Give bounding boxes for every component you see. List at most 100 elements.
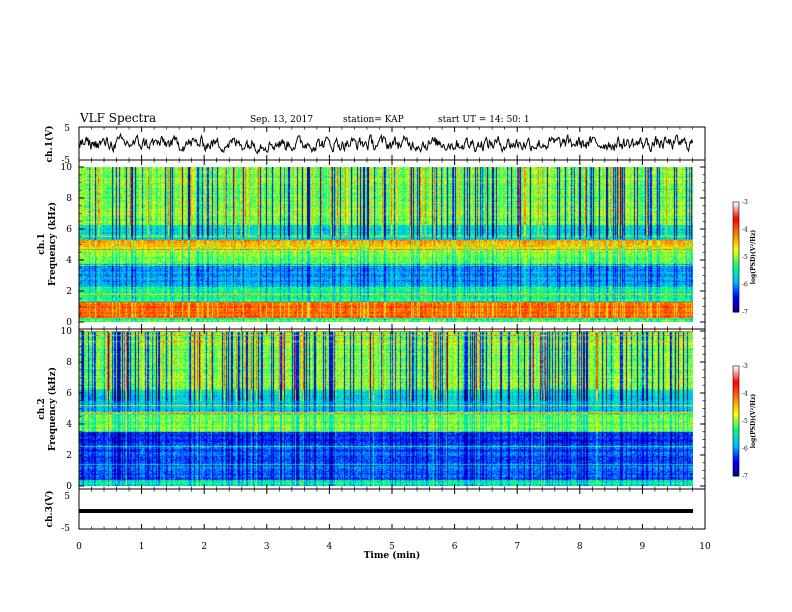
freq-tick-label-0: 0 [66,482,72,492]
colorbar-swatch [733,380,739,383]
ch1-spectrogram-panel: 0 2 4 6 8 10 ch.1 Frequency (kHz) [37,159,706,330]
colorbar-swatch [733,251,739,254]
colorbar-swatch [733,216,739,219]
colorbar-swatch [733,238,739,241]
figure-title: VLF Spectra [79,111,156,125]
colorbar-swatch [733,470,739,473]
colorbar-swatch [733,218,739,221]
colorbar-swatch [733,366,739,369]
time-tick-label-4: 4 [327,542,333,552]
ch3-ytick-neg5: -5 [61,524,70,534]
colorbar-swatch [733,240,739,243]
colorbar-swatch [733,286,739,289]
colorbar-swatch [733,205,739,208]
colorbar-swatch [733,421,739,424]
colorbar-swatch [733,382,739,385]
colorbar-swatch [733,465,739,468]
time-tick-label-6: 6 [452,542,458,552]
ch2-ylabel-line1: ch.2 [37,398,47,419]
colorbar-swatch [733,293,739,296]
ch3-ytick-5: 5 [64,492,70,502]
colorbar-swatch [733,264,739,267]
colorbar-label: log(PSD)(V²/Hz) [750,394,757,449]
station-label: station= KAP [343,115,404,125]
colorbar-swatch [733,417,739,420]
colorbar-swatch [733,288,739,291]
colorbar-swatch [733,299,739,302]
ch1-ytick-neg5: -5 [61,156,70,166]
time-axis-label: Time (min) [364,550,421,561]
colorbar-swatch [733,266,739,269]
colorbar-swatch [733,375,739,378]
colorbar-swatch [733,290,739,293]
colorbar-swatch [733,466,739,470]
colorbar-swatch [733,203,739,207]
colorbar-tick--5: -5 [742,254,748,261]
colorbar-swatch [733,439,739,442]
colorbar-swatch [733,229,739,232]
ch2-colorbar: -3 -4 -5 -6 -7 log(PSD)(V²/Hz) [732,363,757,480]
colorbar-swatch [733,455,739,459]
colorbar-swatch [733,406,739,409]
freq-tick-label-4: 4 [66,420,72,430]
colorbar-tick--3: -3 [742,199,748,206]
colorbar-tick--5: -5 [742,418,748,425]
colorbar-swatch [733,474,739,477]
colorbar-swatch [733,227,739,230]
colorbar-swatch [733,369,739,372]
time-tick-label-3: 3 [264,542,270,552]
colorbar-swatch [733,268,739,271]
ch1-ylabel-line1: ch.1 [37,233,47,254]
colorbar-swatch [733,448,739,451]
colorbar-swatch [733,207,739,210]
colorbar-tick--6: -6 [742,282,748,289]
colorbar-swatch [733,233,739,236]
colorbar-swatch [733,246,739,249]
ch2-ylabel-line2: Frequency (kHz) [47,367,58,451]
colorbar-swatch [733,280,739,284]
time-tick-label-0: 0 [76,542,82,552]
colorbar-swatch [733,411,739,415]
colorbar-swatch [733,444,739,448]
colorbar-swatch [733,209,739,212]
colorbar-swatch [733,235,739,238]
colorbar-swatch [733,367,739,371]
colorbar-swatch [733,422,739,426]
freq-tick-label-8: 8 [66,358,72,368]
colorbar-swatch [733,257,739,260]
colorbar-swatch [733,400,739,404]
colorbar-swatch [733,258,739,262]
colorbar-swatch [733,463,739,466]
ch1-spectrogram-image [79,167,693,322]
colorbar-swatch [733,437,739,440]
colorbar-swatch [733,404,739,407]
colorbar-swatch [733,282,739,285]
colorbar-swatch [733,457,739,460]
colorbar-swatch [733,306,739,309]
time-tick-label-8: 8 [577,542,583,552]
ch1-colorbar: -3 -4 -5 -6 -7 log(PSD)(V²/Hz) [732,199,757,316]
colorbar-swatch [733,435,739,438]
freq-tick-label-6: 6 [66,225,72,235]
ch1-ytick-5: 5 [64,124,70,134]
colorbar-swatch [733,242,739,245]
colorbar-swatch [733,225,739,229]
time-tick-label-7: 7 [514,542,520,552]
colorbar-swatch [733,393,739,396]
colorbar-swatch [733,472,739,475]
colorbar-swatch [733,222,739,225]
time-tick-label-1: 1 [139,542,145,552]
freq-tick-label-2: 2 [66,451,72,461]
colorbar-swatch [733,249,739,252]
freq-tick-label-8: 8 [66,194,72,204]
ch1-waveform-line [78,132,694,155]
colorbar-swatch [733,428,739,431]
colorbar-label: log(PSD)(V²/Hz) [750,230,757,285]
colorbar-swatch [733,220,739,223]
colorbar-swatch [733,389,739,393]
time-axis: 0 1 2 3 4 5 6 7 8 9 10 [76,127,711,552]
colorbar-tick--7: -7 [742,473,748,480]
colorbar-swatch [733,454,739,457]
freq-tick-label-2: 2 [66,287,72,297]
colorbar-swatch [733,310,739,313]
